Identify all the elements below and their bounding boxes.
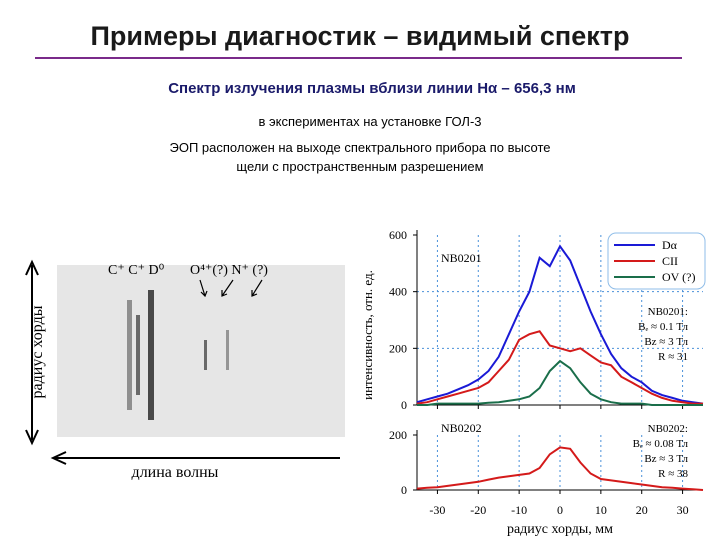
- legend-box: [607, 232, 706, 290]
- x-tick-label: -10: [511, 503, 527, 517]
- x-tick-label: 20: [636, 503, 648, 517]
- subtitle: Спектр излучения плазмы вблизи линии Hα …: [168, 80, 576, 97]
- x-tick-label: -30: [429, 503, 445, 517]
- description-line: ЭОП расположен на выходе спектрального п…: [169, 140, 550, 155]
- spectrogram: [57, 265, 345, 437]
- x-tick-label: -20: [470, 503, 486, 517]
- y-tick-label: 200: [389, 428, 407, 442]
- y-tick-label: 0: [401, 483, 407, 497]
- note: R ≈ 31: [658, 351, 688, 363]
- streak: [148, 290, 154, 420]
- y-tick-label: 400: [389, 285, 407, 299]
- legend-label: OV (?): [662, 270, 695, 284]
- streak: [136, 315, 140, 395]
- annotation: NB0201: [441, 251, 482, 265]
- series-line: [416, 244, 704, 405]
- x-axis-label: радиус хорды, мм: [507, 522, 613, 537]
- annotation: NB0202: [441, 421, 482, 435]
- legend-label: Dα: [662, 238, 678, 252]
- x-tick-label: 10: [595, 503, 607, 517]
- line-labels: O⁴⁺(?) N⁺ (?): [190, 263, 268, 278]
- note: NB0201:: [648, 306, 688, 318]
- x-tick-label: 0: [557, 503, 563, 517]
- image-y-label: радиус хорды: [29, 305, 46, 398]
- streak: [204, 340, 207, 370]
- note: NB0202:: [648, 423, 688, 435]
- title: Примеры диагностик – видимый спектр: [91, 21, 630, 51]
- arrowhead: [25, 429, 39, 446]
- line-labels: C⁺ C⁺ D⁰: [108, 263, 165, 278]
- setup: в экспериментах на установке ГОЛ-3: [258, 114, 481, 129]
- x-tick-label: 30: [677, 503, 689, 517]
- legend-label: CII: [662, 254, 678, 268]
- note: Bz ≈ 3 Тл: [644, 336, 688, 348]
- y-axis-label: интенсивность, отн. ед.: [360, 270, 375, 400]
- image-x-label: длина волны: [132, 464, 219, 481]
- streak: [127, 300, 132, 410]
- note: Bₑ ≈ 0.1 Тл: [638, 321, 688, 333]
- image-bg: [57, 265, 345, 437]
- series-line: [416, 446, 704, 491]
- arrows: [199, 279, 263, 298]
- series-line: [416, 330, 703, 405]
- note: Bz ≈ 3 Тл: [644, 453, 688, 465]
- y-tick-label: 200: [389, 341, 407, 355]
- y-tick-label: 0: [401, 398, 407, 412]
- arrowhead: [25, 259, 39, 276]
- arrowhead: [50, 451, 67, 465]
- note: Bₑ ≈ 0.08 Тл: [633, 438, 689, 450]
- description-line: щели с пространственным разрешением: [236, 159, 483, 174]
- y-tick-label: 600: [389, 228, 407, 242]
- series-line: [417, 359, 703, 406]
- note: R ≈ 38: [658, 468, 688, 480]
- streak: [226, 330, 229, 370]
